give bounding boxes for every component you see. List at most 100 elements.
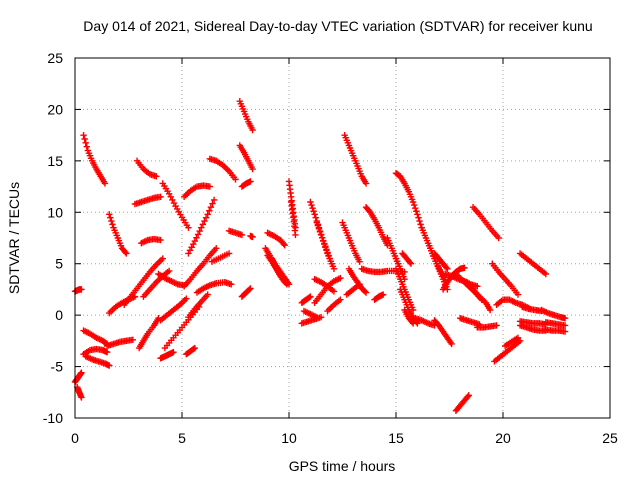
- data-point: [285, 281, 293, 288]
- data-series-track-50: [339, 219, 363, 265]
- data-point: [238, 231, 246, 239]
- data-point: [415, 214, 422, 221]
- data-series-track-12: [131, 193, 164, 208]
- data-series-track-20: [157, 348, 177, 362]
- data-point: [198, 224, 205, 231]
- data-series-track-24: [185, 196, 218, 257]
- data-series-track-42: [298, 293, 314, 306]
- data-point: [191, 237, 199, 245]
- x-axis-label: GPS time / hours: [289, 458, 396, 474]
- y-tick-label: 20: [47, 101, 63, 117]
- data-point: [225, 250, 233, 257]
- data-point: [206, 207, 213, 214]
- data-point: [204, 291, 211, 298]
- data-point: [101, 180, 109, 187]
- data-point: [249, 165, 256, 173]
- chart-title: Day 014 of 2021, Sidereal Day-to-day VTE…: [83, 18, 592, 34]
- data-point: [474, 283, 481, 290]
- x-tick-label: 20: [495, 430, 511, 446]
- data-point: [196, 227, 203, 235]
- data-point: [201, 217, 208, 225]
- data-point: [209, 200, 216, 207]
- data-point: [185, 224, 192, 231]
- data-series-track-17: [155, 270, 188, 289]
- data-point: [493, 322, 500, 329]
- data-point: [108, 217, 115, 225]
- y-tick-label: 5: [55, 256, 63, 272]
- data-point: [281, 242, 288, 249]
- data-series-track-19: [157, 295, 190, 324]
- x-tick-label: 5: [178, 430, 186, 446]
- data-series-track-10: [103, 336, 136, 350]
- data-series-track-55: [362, 203, 391, 249]
- data-point: [194, 231, 202, 238]
- data-series-track-56: [371, 291, 387, 303]
- data-point: [309, 204, 316, 212]
- data-point: [207, 203, 215, 211]
- data-point: [109, 221, 116, 228]
- data-series-track-75: [469, 203, 502, 242]
- data-series-track-28: [206, 155, 239, 183]
- data-point: [247, 178, 254, 185]
- data-point: [280, 240, 287, 248]
- data-point: [78, 369, 85, 376]
- data-point: [561, 328, 569, 335]
- data-point: [337, 296, 344, 303]
- data-series-track-86: [542, 319, 569, 329]
- data-point: [330, 288, 338, 295]
- data-point: [82, 139, 89, 147]
- data-series-track-81: [516, 322, 549, 334]
- data-series-track-13: [133, 157, 160, 180]
- data-series-track-53: [345, 265, 370, 296]
- data-series-track-48: [311, 275, 338, 295]
- data-series-track-47: [311, 274, 344, 306]
- data-point: [310, 208, 317, 215]
- data-point: [313, 219, 321, 226]
- data-series-track-26: [183, 344, 199, 358]
- data-point: [78, 286, 85, 293]
- data-point: [461, 264, 468, 272]
- data-point: [337, 274, 344, 282]
- data-series-track-78: [491, 337, 524, 365]
- data-point: [412, 204, 419, 212]
- data-series-track-39: [268, 255, 293, 288]
- data-series-track-11: [121, 255, 166, 309]
- data-series-track-46: [313, 219, 338, 273]
- data-series-track-72: [452, 392, 472, 414]
- data-point: [232, 176, 239, 183]
- data-point: [80, 131, 87, 139]
- data-series-track-18: [159, 180, 192, 231]
- data-point: [448, 340, 455, 348]
- data-point: [324, 249, 331, 256]
- data-point: [247, 285, 254, 292]
- data-point: [157, 193, 164, 201]
- data-point: [190, 345, 197, 353]
- data-point: [107, 214, 114, 221]
- data-point: [159, 255, 166, 262]
- data-point: [417, 221, 424, 228]
- data-series-track-41: [287, 198, 299, 239]
- data-point: [153, 173, 160, 180]
- data-series-track-05: [80, 327, 111, 348]
- data-series-track-02: [71, 369, 85, 386]
- data-point: [416, 217, 423, 225]
- data-point: [514, 291, 522, 298]
- data-point: [561, 315, 569, 322]
- y-tick-label: -10: [43, 410, 63, 426]
- data-point: [313, 314, 321, 321]
- data-point: [322, 243, 329, 250]
- data-point: [443, 264, 450, 271]
- data-point: [323, 246, 330, 253]
- x-tick-label: 10: [281, 430, 297, 446]
- data-point: [249, 126, 256, 134]
- data-point: [409, 198, 417, 206]
- data-series-track-30: [225, 227, 246, 239]
- data-point: [361, 288, 369, 295]
- data-series-track-58: [392, 170, 425, 231]
- data-series-track-87: [542, 326, 569, 335]
- data-series-track-74: [463, 279, 494, 314]
- data-series-track-63: [401, 306, 417, 327]
- data-series-track-25: [185, 291, 211, 321]
- data-point: [414, 211, 421, 218]
- data-series-track-76: [474, 322, 500, 331]
